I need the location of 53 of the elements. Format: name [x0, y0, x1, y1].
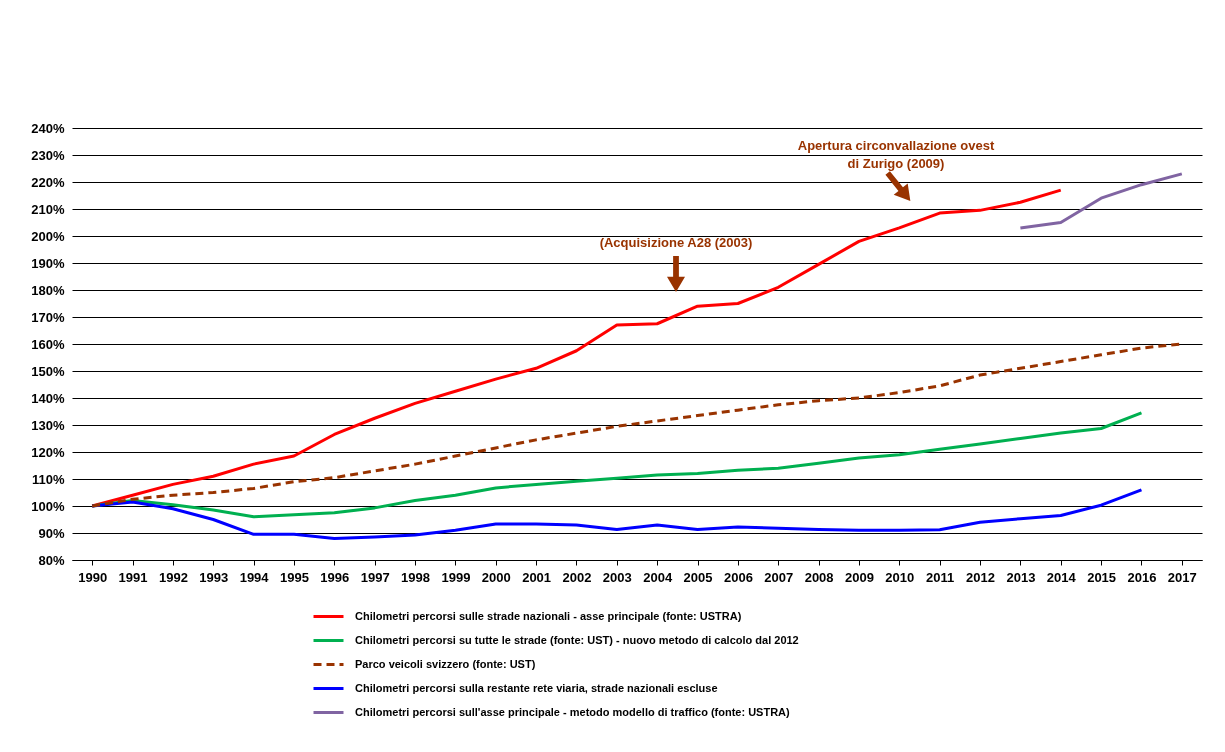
x-tick-label: 2007: [764, 569, 794, 585]
x-tick-label: 1999: [441, 569, 471, 585]
y-tick-label: 90%: [38, 525, 65, 541]
x-tick-label: 2008: [804, 569, 834, 585]
x-tick-label: 2004: [643, 569, 673, 585]
y-tick-label: 150%: [31, 363, 65, 379]
x-tick-label: 2009: [845, 569, 874, 585]
y-tick-label: 180%: [31, 282, 65, 298]
x-tick-label: 1997: [360, 569, 390, 585]
x-tick-label: 2002: [562, 569, 592, 585]
y-tick-label: 160%: [31, 336, 65, 352]
annotation: (Acquisizione A28 (2003): [599, 235, 753, 250]
x-tick-label: 2006: [723, 569, 753, 585]
x-tick-label: 2014: [1046, 569, 1077, 585]
y-tick-label: 80%: [38, 552, 65, 568]
x-tick-label: 2000: [481, 569, 511, 585]
y-tick-label: 100%: [31, 498, 65, 514]
legend-label: Chilometri percorsi sulle strade nazionali - asse principale (fonte: USTRA): [355, 609, 742, 622]
line-series: [1018, 172, 1184, 230]
x-tick-label: 2017: [1167, 569, 1197, 585]
legend-label: Parco veicoli svizzero (fonte: UST): [355, 657, 536, 670]
legend-label: Chilometri percorsi sull'asse principale - metodo modello di traffico (fonte: USTRA): [355, 705, 791, 718]
x-tick-label: 1998: [401, 569, 430, 585]
legend-label: Chilometri percorsi sulla restante rete viaria, strade nazionali escluse: [355, 681, 718, 694]
x-tick-label: 2015: [1087, 569, 1117, 585]
y-tick-label: 170%: [31, 309, 65, 325]
x-tick-label: 1994: [239, 569, 270, 585]
y-tick-label: 240%: [31, 120, 65, 136]
y-tick-label: 210%: [31, 201, 65, 217]
x-tick-label: 2016: [1127, 569, 1157, 585]
y-tick-label: 110%: [31, 471, 65, 487]
x-tick-label: 2005: [683, 569, 713, 585]
x-tick-label: 2011: [926, 569, 955, 585]
x-tick-label: 1990: [78, 569, 108, 585]
x-tick-label: 1992: [158, 569, 188, 585]
x-tick-label: 2003: [602, 569, 632, 585]
y-tick-label: 140%: [31, 390, 65, 406]
x-tick-label: 1991: [118, 569, 148, 585]
y-tick-label: 190%: [31, 255, 65, 271]
y-tick-label: 220%: [31, 174, 65, 190]
x-tick-label: 1995: [280, 569, 309, 585]
x-tick-label: 2001: [522, 569, 552, 585]
legend-label: Chilometri percorsi su tutte le strade (fonte: UST) - nuovo metodo di calcolo dal 2012: [355, 633, 799, 646]
x-tick-label: 2010: [885, 569, 915, 585]
x-tick-label: 1993: [199, 569, 229, 585]
x-tick-label: 2012: [966, 569, 995, 585]
y-tick-label: 130%: [31, 417, 65, 433]
y-tick-label: 120%: [31, 444, 65, 460]
y-tick-label: 200%: [31, 228, 65, 244]
y-tick-label: 230%: [31, 147, 65, 163]
x-tick-label: 1996: [320, 569, 350, 585]
annotation: Apertura circonvallazione ovest di Zurigo (2009): [797, 138, 995, 171]
x-tick-label: 2013: [1006, 569, 1036, 585]
